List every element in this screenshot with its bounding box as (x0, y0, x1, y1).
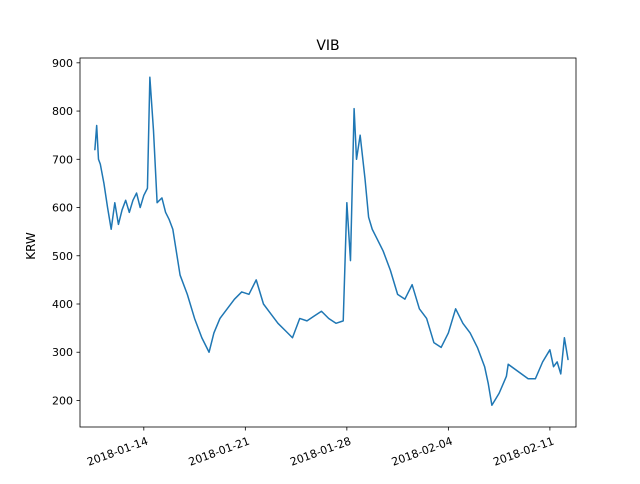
x-tick-label: 2018-01-21 (187, 435, 252, 469)
y-axis-label: KRW (24, 232, 38, 260)
y-tick-label: 700 (52, 153, 73, 166)
y-tick-label: 300 (52, 346, 73, 359)
y-tick-label: 400 (52, 298, 73, 311)
x-tick-label: 2018-01-28 (288, 435, 353, 469)
y-tick-label: 200 (52, 394, 73, 407)
axes-frame (79, 57, 577, 428)
x-tick-label: 2018-02-11 (491, 435, 556, 469)
y-tick-label: 500 (52, 250, 73, 263)
y-tick-label: 800 (52, 105, 73, 118)
x-tick-label: 2018-01-14 (85, 435, 150, 469)
series-line-0 (94, 76, 569, 407)
axes: 200 300 400 500 600 700 800 900 2018-01-14 2018-0… (52, 57, 577, 469)
chart-title: VIB (316, 38, 339, 54)
plot-area (94, 76, 569, 407)
y-tick-label: 900 (52, 57, 73, 70)
x-tick-label: 2018-02-04 (390, 435, 455, 469)
y-tick-label: 600 (52, 202, 73, 215)
